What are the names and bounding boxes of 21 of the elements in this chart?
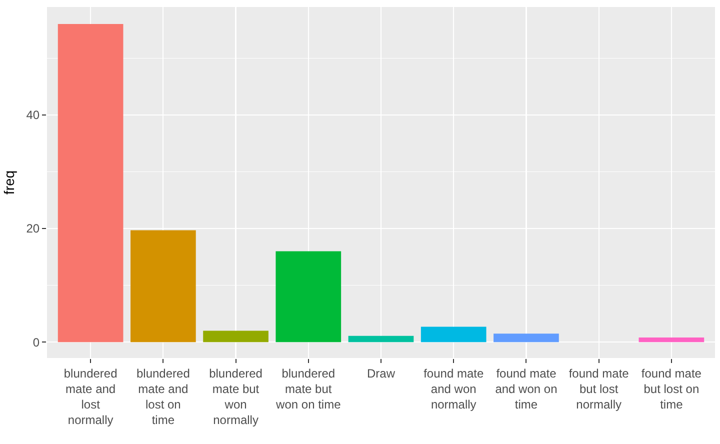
bar <box>638 338 704 342</box>
x-tick-label: Draw <box>366 366 396 380</box>
y-tick-label: 40 <box>26 108 40 122</box>
x-tick-label: blundered mate but won normally <box>209 366 262 428</box>
bar <box>203 330 268 342</box>
bar <box>494 334 559 342</box>
x-tick-label: found mate but lost on time <box>641 366 702 412</box>
x-tick-label: found mate and won normally <box>424 366 484 412</box>
bar <box>420 326 486 342</box>
x-tick-label: found mate and won on time <box>495 366 558 412</box>
x-tick-label: blundered mate and lost normally <box>64 366 118 428</box>
y-tick-label: 20 <box>26 222 40 236</box>
bar <box>276 251 342 342</box>
x-tick-label: blundered mate and lost on time <box>136 366 190 428</box>
bar <box>130 230 196 342</box>
x-tick-label: found mate but lost normally <box>568 366 630 412</box>
bar <box>348 336 414 342</box>
bar <box>58 24 124 342</box>
y-tick-label: 0 <box>32 335 40 350</box>
y-axis-title: freq <box>0 170 17 195</box>
x-tick-label: blundered mate but won on time <box>275 366 342 412</box>
